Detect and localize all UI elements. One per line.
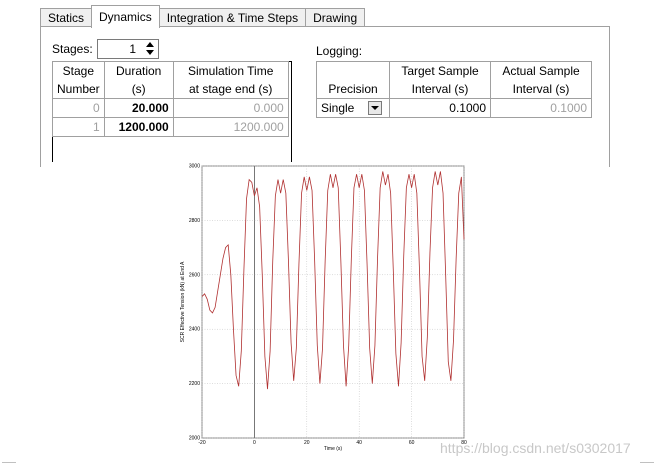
plot-area [201, 165, 465, 439]
actual-interval-cell: 0.1000 [490, 98, 592, 118]
tab-dynamics-label: Dynamics [99, 10, 152, 24]
stage-table: Stage Number Duration (s) Simulation Time a… [52, 61, 289, 137]
sim-time-cell: 1200.000 [172, 117, 289, 137]
stage-number-cell: 1 [52, 117, 105, 137]
col-header-duration: Duration (s) [103, 61, 174, 99]
logging-table: Precision Target Sample Interval (s) Actu… [316, 61, 592, 118]
stage-table-header-row: Stage Number Duration (s) Simulation Time a… [52, 61, 289, 99]
x-axis-label: Time (s) [324, 446, 342, 452]
x-tick-label: 60 [409, 440, 415, 446]
y-tick-label: 2600 [189, 272, 200, 278]
table-row[interactable]: 0 20.000 0.000 [52, 98, 289, 118]
spin-down-icon[interactable] [143, 49, 157, 57]
y-tick-label: 3000 [189, 164, 200, 170]
x-tick-label: -20 [198, 440, 205, 446]
tab-dynamics[interactable]: Dynamics [91, 5, 160, 28]
tab-statics[interactable]: Statics [40, 8, 93, 28]
tab-drawing-label: Drawing [313, 11, 358, 25]
duration-cell[interactable]: 20.000 [103, 98, 174, 118]
col-header-target-sample: Target Sample Interval (s) [389, 61, 491, 99]
stages-label: Stages: [52, 42, 93, 56]
spinner-arrows [143, 41, 157, 57]
stage-number-cell: 0 [52, 98, 105, 118]
col-header-precision: Precision [316, 61, 390, 99]
col-header-actual-sample: Actual Sample Interval (s) [490, 61, 592, 99]
chevron-down-icon[interactable] [368, 101, 383, 116]
tab-integration-label: Integration & Time Steps [166, 11, 299, 25]
precision-value: Single [321, 100, 355, 115]
precision-select[interactable]: Single [316, 98, 390, 118]
watermark: https://blog.csdn.net/s0302017 [440, 440, 631, 456]
tab-drawing[interactable]: Drawing [305, 8, 366, 28]
y-tick-label: 2000 [189, 436, 200, 442]
table-row[interactable]: Single 0.1000 0.1000 [316, 98, 592, 118]
stages-value[interactable]: 1 [129, 42, 136, 56]
duration-cell[interactable]: 1200.000 [103, 117, 174, 137]
logging-label: Logging: [316, 44, 363, 58]
tension-chart: -20 0 20 40 60 80 2000 2200 2400 2600 2800 3000 Tim… [180, 164, 467, 453]
table-row[interactable]: 1 1200.000 1200.000 [52, 117, 289, 137]
spin-up-icon[interactable] [143, 41, 157, 49]
tab-bar: Statics Dynamics Integration & Time Step… [40, 5, 366, 28]
y-tick-label: 2200 [189, 381, 200, 387]
x-tick-label: 40 [356, 440, 362, 446]
y-tick-label: 2400 [189, 327, 200, 333]
x-tick-label: 20 [304, 440, 310, 446]
corner-mark-left [2, 462, 16, 463]
chart-ticks: -20 0 20 40 60 80 2000 2200 2400 2600 2800 3000 [189, 164, 467, 447]
chart-grid [201, 165, 465, 439]
stages-spinner[interactable]: 1 [97, 39, 159, 59]
sim-time-cell: 0.000 [172, 98, 289, 118]
col-header-stage-number: Stage Number [52, 61, 105, 99]
corner-mark-right [640, 462, 654, 463]
series-line [201, 171, 465, 390]
col-header-simulation-time: Simulation Time at stage end (s) [172, 61, 289, 99]
y-axis-label: SCR Effective Tension (kN) at End A [180, 261, 186, 342]
y-tick-label: 2800 [189, 218, 200, 224]
x-tick-label: 0 [253, 440, 256, 446]
tab-statics-label: Statics [48, 11, 85, 25]
x-tick-label: 80 [461, 440, 467, 446]
target-interval-cell[interactable]: 0.1000 [389, 98, 491, 118]
tab-integration-time-steps[interactable]: Integration & Time Steps [158, 8, 307, 28]
logging-header-row: Precision Target Sample Interval (s) Actu… [316, 61, 592, 99]
